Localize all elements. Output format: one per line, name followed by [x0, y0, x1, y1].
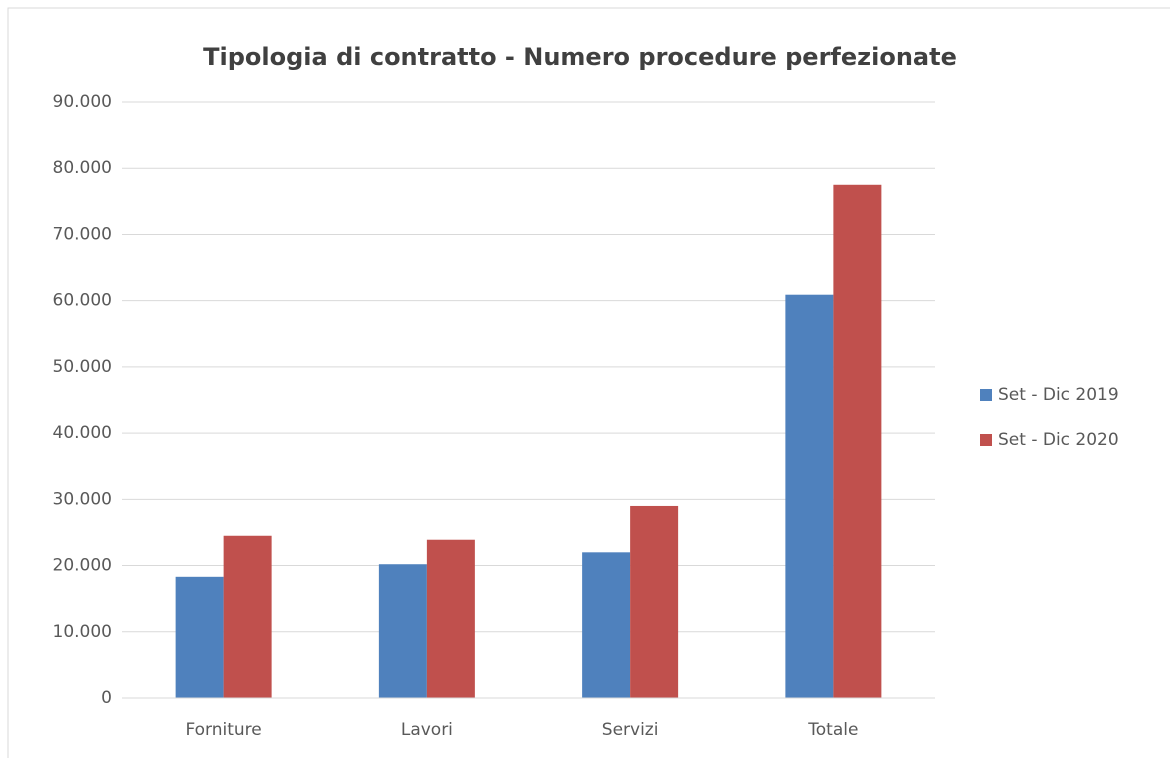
x-tick-label: Servizi — [602, 720, 659, 740]
y-tick-label: 40.000 — [53, 423, 112, 443]
y-tick-label: 0 — [101, 688, 112, 708]
chart-title: Tipologia di contratto - Numero procedur… — [203, 43, 957, 71]
y-tick-label: 30.000 — [53, 489, 112, 509]
bar — [833, 184, 882, 698]
y-tick-label: 90.000 — [53, 92, 112, 112]
legend-label: Set - Dic 2019 — [998, 385, 1119, 405]
bar — [582, 552, 631, 698]
legend-swatch — [980, 434, 992, 446]
bar — [175, 576, 224, 698]
y-tick-label: 10.000 — [53, 622, 112, 642]
x-tick-label: Totale — [807, 720, 858, 740]
y-tick-label: 60.000 — [53, 291, 112, 311]
x-tick-label: Lavori — [401, 720, 453, 740]
y-tick-label: 70.000 — [53, 224, 112, 244]
bar — [378, 564, 427, 698]
y-tick-label: 80.000 — [53, 158, 112, 178]
y-tick-label: 20.000 — [53, 556, 112, 576]
bar — [223, 535, 272, 698]
legend-swatch — [980, 389, 992, 401]
bar — [785, 294, 834, 698]
bar — [426, 539, 475, 698]
x-tick-label: Forniture — [185, 720, 261, 740]
legend-label: Set - Dic 2020 — [998, 430, 1119, 450]
y-tick-label: 50.000 — [53, 357, 112, 377]
bar — [630, 505, 679, 698]
